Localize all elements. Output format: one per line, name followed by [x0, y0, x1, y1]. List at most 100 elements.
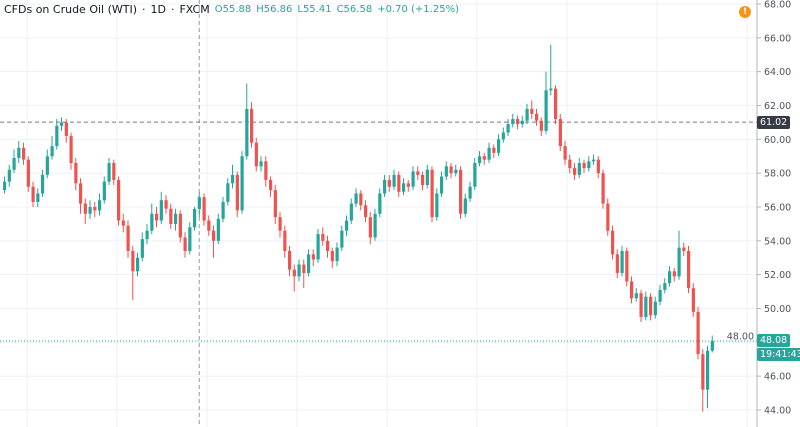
- candle-body: [259, 161, 263, 167]
- candle-body: [672, 271, 676, 277]
- candle-body: [568, 159, 572, 169]
- candle-body: [511, 119, 515, 125]
- candle-body: [359, 193, 363, 206]
- candle-body: [691, 288, 695, 312]
- interval-label[interactable]: 1D: [150, 3, 166, 16]
- candle-body: [644, 296, 648, 317]
- separator: ·: [142, 3, 146, 16]
- candle-body: [245, 108, 249, 157]
- candle-body: [397, 174, 401, 192]
- open-value: O55.88: [214, 4, 252, 15]
- candle-body: [102, 181, 106, 201]
- candle-body: [558, 119, 562, 147]
- candle-body: [98, 200, 102, 211]
- candle-body: [592, 159, 596, 162]
- candle-body: [392, 174, 396, 187]
- candle-body: [501, 132, 505, 140]
- candle-body: [449, 166, 453, 174]
- candle-body: [696, 311, 700, 355]
- candle-body: [406, 183, 410, 187]
- candle-body: [687, 250, 691, 289]
- candle-body: [74, 163, 78, 184]
- chart-legend: CFDs on Crude Oil (WTI) · 1D · FXCM O55.…: [4, 3, 459, 16]
- candle-body: [330, 250, 334, 262]
- candle-body: [83, 203, 87, 214]
- candle-body: [231, 174, 235, 184]
- candle-body: [620, 250, 624, 273]
- candle-body: [164, 200, 168, 209]
- candle-body: [264, 161, 268, 180]
- candle-body: [188, 227, 192, 251]
- candle-body: [207, 220, 211, 231]
- candle-body: [302, 264, 306, 273]
- crosshair-price-label: 61.02: [757, 116, 791, 129]
- price-axis-label: 48.00: [727, 331, 754, 342]
- candle-body: [240, 156, 244, 211]
- candle-body: [677, 247, 681, 277]
- symbol-title[interactable]: CFDs on Crude Oil (WTI): [4, 3, 138, 16]
- candle-body: [463, 198, 467, 214]
- candle-body: [12, 157, 16, 170]
- candle-body: [197, 197, 201, 210]
- candle-body: [615, 254, 619, 273]
- price-axis-label: 58.00: [764, 169, 791, 180]
- candle-body: [292, 269, 296, 277]
- candle-body: [430, 169, 434, 218]
- candle-body: [254, 142, 258, 167]
- candle-body: [563, 146, 567, 160]
- candle-body: [169, 208, 173, 224]
- candle-body: [326, 240, 330, 251]
- candle-body: [64, 122, 68, 136]
- alert-icon[interactable]: !: [739, 6, 751, 18]
- candle-body: [468, 186, 472, 199]
- candle-body: [345, 220, 349, 231]
- candle-body: [587, 161, 591, 169]
- candle-body: [36, 193, 40, 202]
- candle-body: [250, 108, 254, 143]
- candle-body: [3, 181, 7, 191]
- candle-body: [269, 179, 273, 191]
- candle-body: [22, 147, 26, 160]
- candle-body: [321, 234, 325, 241]
- candle-body: [478, 156, 482, 164]
- candle-body: [516, 119, 520, 125]
- candle-body: [136, 257, 140, 272]
- candle-body: [288, 250, 292, 270]
- candle-body: [364, 205, 368, 218]
- candle-body: [487, 147, 491, 160]
- candle-body: [425, 169, 429, 186]
- candle-body: [79, 183, 83, 204]
- candle-body: [112, 163, 116, 180]
- change-value: +0.70 (+1.25%): [377, 4, 459, 15]
- candle-body: [634, 293, 638, 299]
- candle-body: [373, 213, 377, 238]
- candle-body: [335, 247, 339, 262]
- candle-body: [383, 179, 387, 194]
- candle-body: [492, 147, 496, 153]
- candle-body: [226, 183, 230, 202]
- candle-body: [482, 156, 486, 160]
- candle-body: [150, 213, 154, 231]
- candle-body: [525, 108, 529, 121]
- high-value: H56.86: [256, 4, 293, 15]
- price-axis-label: 60.00: [764, 135, 791, 146]
- candle-body: [174, 213, 178, 224]
- candle-body: [402, 183, 406, 192]
- candle-body: [178, 213, 182, 238]
- price-axis-label: 46.00: [764, 372, 791, 383]
- exchange-label: FXCM: [179, 3, 210, 16]
- candle-body: [625, 250, 629, 282]
- candle-body: [387, 179, 391, 187]
- candle-body: [596, 159, 600, 174]
- candle-body: [297, 264, 301, 277]
- candle-body: [710, 340, 714, 351]
- candle-body: [653, 301, 657, 316]
- candle-body: [278, 217, 282, 231]
- candle-body: [554, 88, 558, 120]
- candle-body: [17, 147, 21, 158]
- candle-body: [316, 234, 320, 260]
- candle-body: [60, 122, 64, 126]
- candle-body: [41, 174, 45, 194]
- candle-body: [50, 146, 54, 157]
